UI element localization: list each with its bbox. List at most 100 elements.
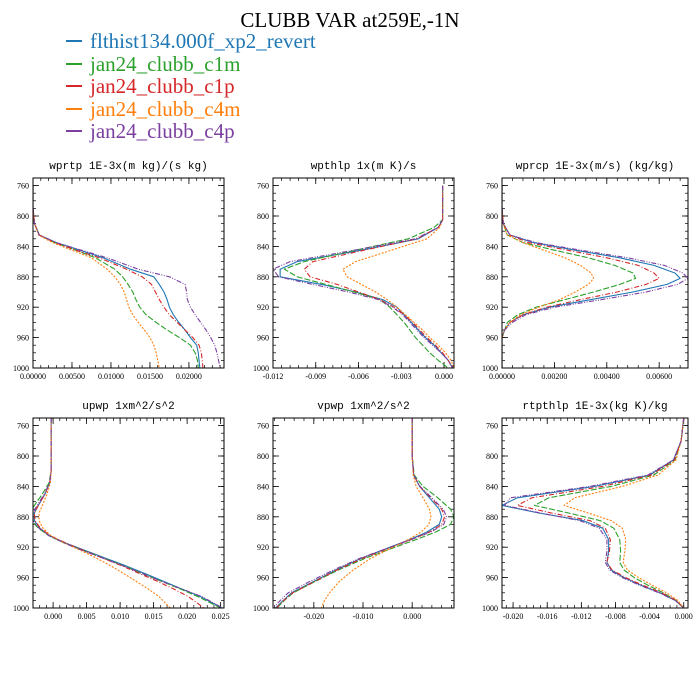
series-line-0: [33, 418, 223, 608]
series-line-3: [320, 418, 432, 608]
series-line-1: [502, 185, 637, 368]
x-tick-label: -0.020: [303, 612, 324, 621]
legend-label: flthist134.000f_xp2_revert: [90, 29, 316, 53]
panel-3: upwp 1xm^2/s^2 760 800 840 880 920 960 1000 0.00…: [13, 401, 230, 621]
x-tick-label: 0.00000: [489, 372, 515, 381]
x-tick-label: 0.025: [212, 612, 230, 621]
panel-title: rtpthlp 1E-3x(kg K)/kg: [522, 401, 667, 413]
series-line-0: [502, 418, 685, 608]
y-tick-label: 960: [257, 334, 269, 343]
series-line-2: [276, 418, 446, 608]
x-tick-label: -0.004: [639, 612, 660, 621]
plot-frame: [272, 417, 455, 609]
series-line-3: [563, 418, 685, 608]
series-line-0: [275, 418, 443, 608]
legend-item: jan24_clubb_c4p: [66, 120, 316, 143]
plot-frame: [32, 417, 225, 609]
legend: flthist134.000f_xp2_revert jan24_clubb_c1…: [66, 30, 316, 143]
x-tick-label: -0.009: [305, 372, 326, 381]
series-line-1: [33, 185, 199, 368]
y-tick-label: 920: [257, 543, 269, 552]
series-line-3: [502, 185, 595, 368]
y-tick-label: 1000: [253, 604, 269, 613]
y-tick-label: 920: [486, 543, 498, 552]
y-tick-label: 840: [486, 482, 498, 491]
legend-label: jan24_clubb_c1p: [90, 74, 235, 98]
x-tick-label: -0.012: [263, 372, 284, 381]
y-tick-label: 1000: [482, 364, 498, 373]
x-tick-label: -0.006: [348, 372, 369, 381]
x-tick-label: 0.02000: [176, 372, 202, 381]
legend-swatch: [66, 62, 82, 65]
x-tick-label: 0.01000: [98, 372, 124, 381]
legend-swatch: [66, 85, 82, 88]
panel-1: wpthlp 1x(m K)/s7608008408809209601000-0…: [253, 161, 455, 381]
series-line-2: [33, 418, 205, 608]
legend-swatch: [66, 40, 82, 43]
legend-label: jan24_clubb_c4m: [90, 96, 241, 121]
legend-item: jan24_clubb_c1p: [66, 75, 316, 98]
series-group: [33, 185, 221, 368]
x-tick-label: -0.003: [391, 372, 412, 381]
y-tick-label: 1000: [13, 604, 29, 613]
legend-label: jan24_clubb_c4p: [90, 119, 235, 143]
y-tick-label: 800: [486, 212, 498, 221]
x-tick-label: -0.020: [503, 612, 524, 621]
y-tick-label: 840: [257, 242, 269, 251]
y-tick-label: 920: [486, 303, 498, 312]
series-line-3: [38, 418, 171, 608]
plot-frame: [32, 177, 225, 369]
y-tick-label: 880: [257, 513, 269, 522]
legend-item: flthist134.000f_xp2_revert: [66, 30, 316, 53]
series-line-2: [502, 185, 660, 368]
series-group: [502, 185, 688, 368]
y-tick-label: 800: [486, 452, 498, 461]
y-tick-label: 880: [17, 273, 29, 282]
series-group: [33, 418, 223, 608]
x-tick-label: 0.000: [435, 372, 453, 381]
y-tick-label: 760: [17, 422, 29, 431]
series-line-0: [33, 185, 201, 368]
series-line-4: [504, 418, 685, 608]
series-line-4: [273, 185, 454, 368]
y-tick-label: 920: [17, 303, 29, 312]
panel-title: vpwp 1xm^2/s^2: [317, 401, 409, 413]
panel-4: vpwp 1xm^2/s^2 760 800 840 880 920 960 1000 -0.0…: [253, 401, 455, 621]
y-tick-label: 880: [486, 273, 498, 282]
x-tick-label: 0.00400: [594, 372, 620, 381]
y-tick-label: 960: [257, 574, 269, 583]
y-tick-label: 760: [486, 182, 498, 191]
y-tick-label: 960: [17, 334, 29, 343]
y-tick-label: 800: [17, 452, 29, 461]
y-tick-label: 960: [17, 574, 29, 583]
legend-label: jan24_clubb_c1m: [90, 51, 241, 76]
x-tick-label: -0.010: [353, 612, 374, 621]
x-tick-label: 0.00500: [59, 372, 85, 381]
y-tick-label: 880: [257, 273, 269, 282]
series-line-1: [276, 418, 454, 608]
panel-title: wpthlp 1x(m K)/s: [311, 161, 417, 173]
x-tick-label: 0.000: [44, 612, 62, 621]
y-tick-label: 840: [486, 242, 498, 251]
series-line-0: [279, 185, 454, 368]
series-line-0: [502, 185, 681, 368]
y-tick-label: 880: [486, 513, 498, 522]
legend-swatch: [66, 130, 82, 133]
y-tick-label: 800: [17, 212, 29, 221]
series-line-1: [533, 418, 685, 608]
y-tick-label: 840: [17, 242, 29, 251]
series-line-2: [33, 185, 204, 368]
series-line-1: [33, 418, 221, 608]
x-tick-label: 0.000: [403, 612, 421, 621]
panel-0: wprtp 1E-3x(m kg)/(s kg) 760 800 840 880 920 9…: [13, 161, 225, 381]
panel-title: wprtp 1E-3x(m kg)/(s kg): [49, 161, 207, 173]
x-tick-label: 0.00600: [646, 372, 672, 381]
series-line-4: [33, 185, 221, 368]
x-tick-label: 0.015: [145, 612, 163, 621]
series-line-3: [342, 185, 454, 368]
series-line-2: [303, 185, 454, 368]
y-tick-label: 760: [257, 422, 269, 431]
series-group: [273, 418, 454, 608]
plot-frame: [272, 177, 455, 369]
